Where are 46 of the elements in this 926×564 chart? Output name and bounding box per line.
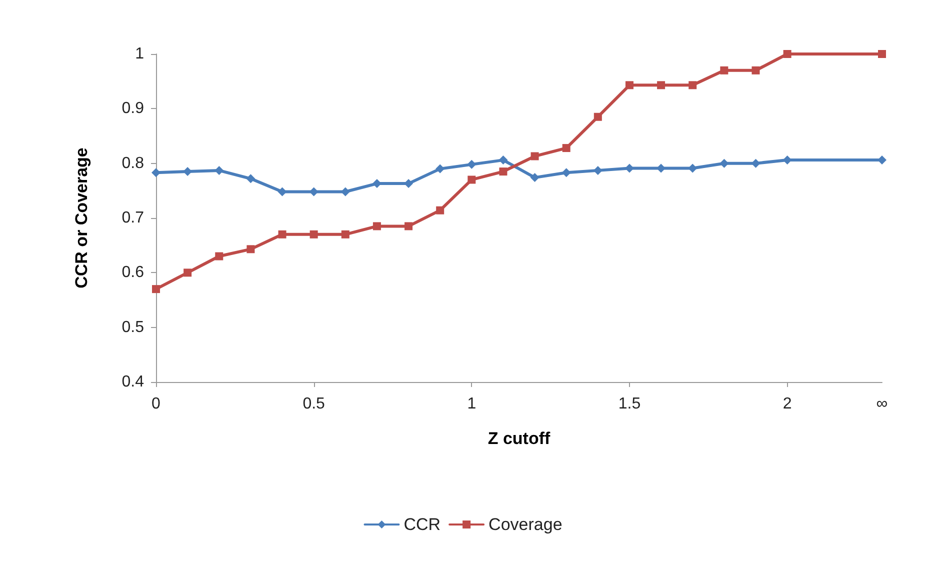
legend-label: Coverage [488,515,562,534]
y-tick-label: 0.6 [122,264,144,282]
point [278,230,286,238]
point [688,81,697,90]
point [246,174,256,184]
point [152,285,160,294]
point [562,168,571,178]
x-tick-label: 1.5 [618,396,641,412]
legend-label: CCR [404,515,441,534]
y-tick-label: 1 [135,46,144,62]
point [467,160,476,169]
point [341,230,350,238]
x-tick-label: 1 [467,396,476,412]
point [468,176,476,184]
point [184,268,192,277]
point [310,230,318,238]
point [657,81,666,90]
x-tick-label: 0.5 [302,396,326,412]
point [404,222,413,230]
y-tick-label: 0.9 [122,100,144,118]
point [215,252,224,260]
point [372,222,381,230]
x-axis-title: Z cutoff [488,429,550,448]
point [878,50,886,58]
y-tick-label: 0.4 [122,374,144,390]
x-tick-label: 0 [152,396,161,412]
point [562,144,570,152]
point [246,245,255,254]
point [720,66,728,74]
point [436,206,444,214]
y-tick-label: 0.7 [122,210,144,226]
x-tick-label: ∞ [876,396,888,412]
y-axis-title: CCR or Coverage [72,148,91,288]
point [436,164,445,174]
point [625,81,634,90]
point [594,112,602,121]
point [530,152,539,160]
point [499,168,508,176]
point [752,66,760,74]
y-tick-label: 0.8 [122,154,144,172]
point [783,50,792,58]
point [214,166,224,175]
y-tick-label: 0.5 [122,318,144,336]
x-tick-label: 2 [782,396,792,412]
point [530,173,540,182]
point [498,156,508,165]
